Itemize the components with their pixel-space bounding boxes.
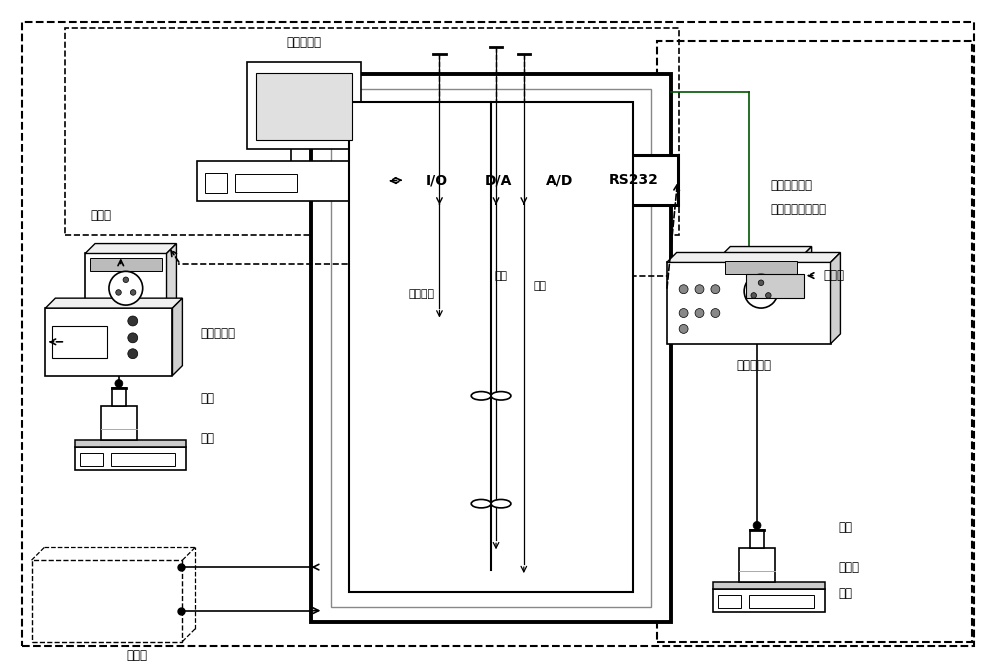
Circle shape — [679, 285, 688, 293]
Bar — [90, 258, 162, 271]
Text: I/O: I/O — [425, 173, 448, 187]
Bar — [75, 440, 186, 447]
Bar — [720, 257, 802, 311]
Bar — [85, 253, 167, 308]
Bar — [739, 548, 775, 582]
Bar — [45, 308, 172, 376]
Circle shape — [751, 293, 757, 298]
Bar — [725, 261, 797, 274]
Polygon shape — [167, 243, 176, 308]
Polygon shape — [85, 243, 176, 253]
Circle shape — [130, 289, 136, 295]
Ellipse shape — [471, 392, 491, 400]
Text: 蠕动泵: 蠕动泵 — [824, 269, 845, 282]
Bar — [750, 530, 764, 548]
Bar — [667, 262, 831, 344]
Circle shape — [711, 285, 720, 293]
Circle shape — [695, 285, 704, 293]
Text: 氧气消耗速率: 氧气消耗速率 — [770, 179, 812, 191]
Bar — [52, 326, 107, 358]
Text: 冷却水: 冷却水 — [126, 650, 147, 662]
Circle shape — [766, 293, 771, 298]
Polygon shape — [45, 298, 182, 308]
Circle shape — [128, 349, 138, 359]
Bar — [247, 62, 361, 149]
Bar — [311, 74, 671, 622]
Ellipse shape — [471, 500, 491, 508]
Bar — [467, 155, 529, 205]
Bar — [111, 453, 175, 466]
Bar — [713, 582, 825, 589]
Polygon shape — [667, 253, 840, 262]
Text: A/D: A/D — [546, 173, 573, 187]
Circle shape — [116, 289, 121, 295]
Bar — [65, 28, 679, 235]
Text: 天平: 天平 — [200, 432, 214, 445]
Text: 二氧化碳释放速率: 二氧化碳释放速率 — [770, 203, 826, 216]
Text: 山梨醇: 山梨醇 — [838, 561, 859, 574]
Bar — [746, 274, 804, 298]
Circle shape — [123, 277, 129, 283]
Bar — [349, 101, 633, 592]
Text: 蠕动泵: 蠕动泵 — [90, 209, 111, 222]
Bar — [718, 595, 741, 608]
Polygon shape — [172, 298, 182, 376]
Bar — [331, 89, 651, 607]
Bar — [657, 41, 972, 642]
Polygon shape — [720, 247, 812, 257]
Text: 个人计算机: 个人计算机 — [286, 36, 321, 49]
Circle shape — [115, 380, 123, 388]
Circle shape — [744, 274, 778, 308]
Circle shape — [711, 309, 720, 317]
Circle shape — [695, 309, 704, 317]
Bar — [406, 155, 467, 205]
Text: 溶氧: 溶氧 — [494, 271, 507, 281]
Ellipse shape — [491, 392, 511, 400]
Ellipse shape — [491, 500, 511, 508]
Text: 天平: 天平 — [838, 588, 852, 600]
Bar — [256, 73, 352, 140]
Circle shape — [128, 333, 138, 343]
Bar — [713, 589, 825, 612]
Bar — [112, 388, 126, 406]
Text: 尾气分析仪: 尾气分析仪 — [736, 359, 771, 372]
Circle shape — [109, 271, 143, 305]
Polygon shape — [831, 253, 840, 344]
Bar — [101, 406, 137, 440]
Text: 甲醇浓度: 甲醇浓度 — [408, 289, 434, 299]
Text: 甲醇: 甲醇 — [200, 392, 214, 405]
Text: 甘油: 甘油 — [838, 521, 852, 534]
Circle shape — [679, 324, 688, 334]
Circle shape — [679, 309, 688, 317]
Bar — [235, 174, 297, 192]
Bar — [80, 453, 103, 466]
Bar — [197, 161, 384, 201]
Text: 恒温水浴锅: 恒温水浴锅 — [200, 327, 235, 340]
Bar — [75, 447, 186, 470]
Polygon shape — [802, 247, 812, 311]
Bar — [205, 173, 227, 193]
Bar — [32, 560, 182, 642]
Circle shape — [758, 280, 764, 285]
Bar — [590, 155, 678, 205]
Text: RS232: RS232 — [609, 173, 659, 187]
Text: 温度: 温度 — [534, 281, 547, 291]
Bar — [529, 155, 590, 205]
Circle shape — [128, 316, 138, 326]
Bar — [749, 595, 814, 608]
Text: D/A: D/A — [484, 173, 512, 187]
Circle shape — [753, 522, 761, 530]
